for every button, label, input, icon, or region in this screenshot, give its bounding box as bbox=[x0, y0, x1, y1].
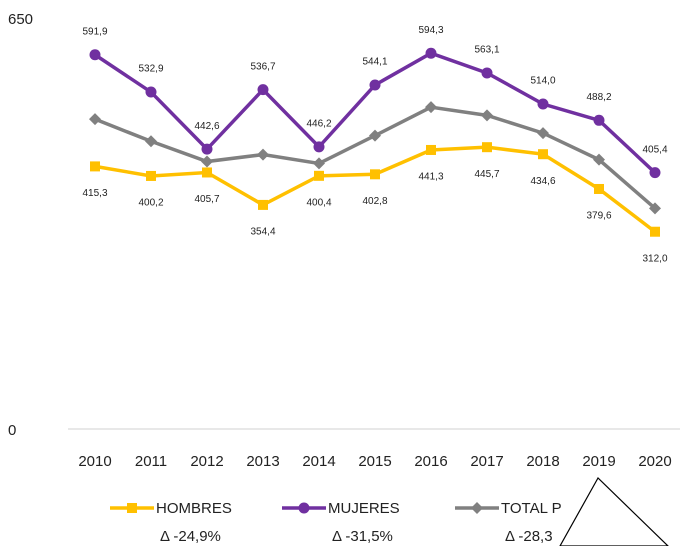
legend-note: Δ -24,9% bbox=[160, 528, 221, 545]
marker bbox=[146, 170, 156, 181]
data-label: 514,0 bbox=[530, 76, 555, 87]
marker bbox=[257, 84, 269, 96]
data-label: 532,9 bbox=[138, 64, 163, 75]
x-tick-label: 2010 bbox=[78, 453, 111, 470]
legend-label: MUJERES bbox=[328, 500, 400, 517]
marker bbox=[258, 199, 268, 210]
x-tick-label: 2020 bbox=[638, 453, 671, 470]
marker bbox=[313, 141, 325, 153]
marker bbox=[89, 49, 101, 61]
x-tick-label: 2016 bbox=[414, 453, 447, 470]
marker bbox=[593, 114, 605, 126]
marker bbox=[369, 129, 381, 142]
data-label: 400,4 bbox=[306, 197, 331, 208]
y-tick-label: 650 bbox=[8, 11, 33, 28]
legend-note: Δ -31,5% bbox=[332, 528, 393, 545]
marker bbox=[314, 170, 324, 181]
marker bbox=[89, 113, 101, 126]
marker bbox=[426, 144, 436, 155]
marker bbox=[649, 202, 661, 215]
data-label: 415,3 bbox=[82, 188, 107, 199]
data-label: 441,3 bbox=[418, 172, 443, 183]
data-label: 405,4 bbox=[642, 144, 667, 155]
line bbox=[94, 51, 657, 174]
marker bbox=[649, 167, 661, 179]
marker bbox=[425, 101, 437, 114]
marker bbox=[298, 502, 310, 514]
data-label: 446,2 bbox=[306, 119, 331, 130]
x-tick-label: 2011 bbox=[135, 453, 167, 470]
marker bbox=[481, 67, 493, 79]
marker bbox=[425, 47, 437, 59]
marker bbox=[201, 143, 213, 155]
marker bbox=[370, 169, 380, 180]
marker bbox=[482, 142, 492, 153]
x-tick-label: 2015 bbox=[358, 453, 391, 470]
marker bbox=[538, 149, 548, 160]
data-label: 563,1 bbox=[474, 45, 499, 56]
legend-label: TOTAL P bbox=[501, 500, 562, 517]
marker bbox=[145, 135, 157, 148]
marker bbox=[537, 127, 549, 140]
data-label: 400,2 bbox=[138, 198, 163, 209]
marker bbox=[537, 98, 549, 110]
marker bbox=[313, 157, 325, 170]
marker bbox=[650, 226, 660, 237]
marker bbox=[481, 109, 493, 122]
x-tick-label: 2018 bbox=[526, 453, 559, 470]
marker bbox=[201, 155, 213, 168]
data-label: 434,6 bbox=[530, 176, 555, 187]
x-tick-label: 2019 bbox=[582, 453, 615, 470]
marker bbox=[369, 79, 381, 91]
marker bbox=[471, 502, 483, 514]
legend-label: HOMBRES bbox=[156, 500, 232, 517]
series bbox=[89, 101, 661, 215]
marker bbox=[257, 148, 269, 161]
marker bbox=[594, 183, 604, 194]
callout-shape bbox=[559, 477, 669, 546]
x-tick-label: 2017 bbox=[470, 453, 503, 470]
marker bbox=[145, 86, 157, 98]
data-label: 405,7 bbox=[194, 194, 219, 205]
data-label: 591,9 bbox=[82, 26, 107, 37]
marker bbox=[202, 167, 212, 178]
x-tick-label: 2012 bbox=[190, 453, 223, 470]
line bbox=[94, 145, 657, 234]
series: 415,3 400,2 405,7 354,4 400,4 402,8 441,3 445,7… bbox=[82, 142, 668, 264]
data-label: 445,7 bbox=[474, 169, 499, 180]
marker bbox=[127, 503, 137, 513]
marker bbox=[90, 161, 100, 172]
data-label: 379,6 bbox=[586, 211, 611, 222]
x-tick-label: 2013 bbox=[246, 453, 279, 470]
legend-note: Δ -28,3 bbox=[505, 528, 553, 545]
data-label: 402,8 bbox=[362, 196, 387, 207]
x-tick-label: 2014 bbox=[302, 453, 335, 470]
data-label: 354,4 bbox=[250, 227, 275, 238]
marker bbox=[593, 153, 605, 166]
data-label: 594,3 bbox=[418, 25, 443, 36]
data-label: 544,1 bbox=[362, 57, 387, 68]
data-label: 442,6 bbox=[194, 121, 219, 132]
y-tick-label: 0 bbox=[8, 422, 16, 439]
series: 591,9 532,9 442,6 536,7 446,2 544,1 594,3 563,1… bbox=[82, 25, 668, 179]
data-label: 312,0 bbox=[642, 253, 667, 264]
data-label: 488,2 bbox=[586, 92, 611, 103]
data-label: 536,7 bbox=[250, 61, 275, 72]
